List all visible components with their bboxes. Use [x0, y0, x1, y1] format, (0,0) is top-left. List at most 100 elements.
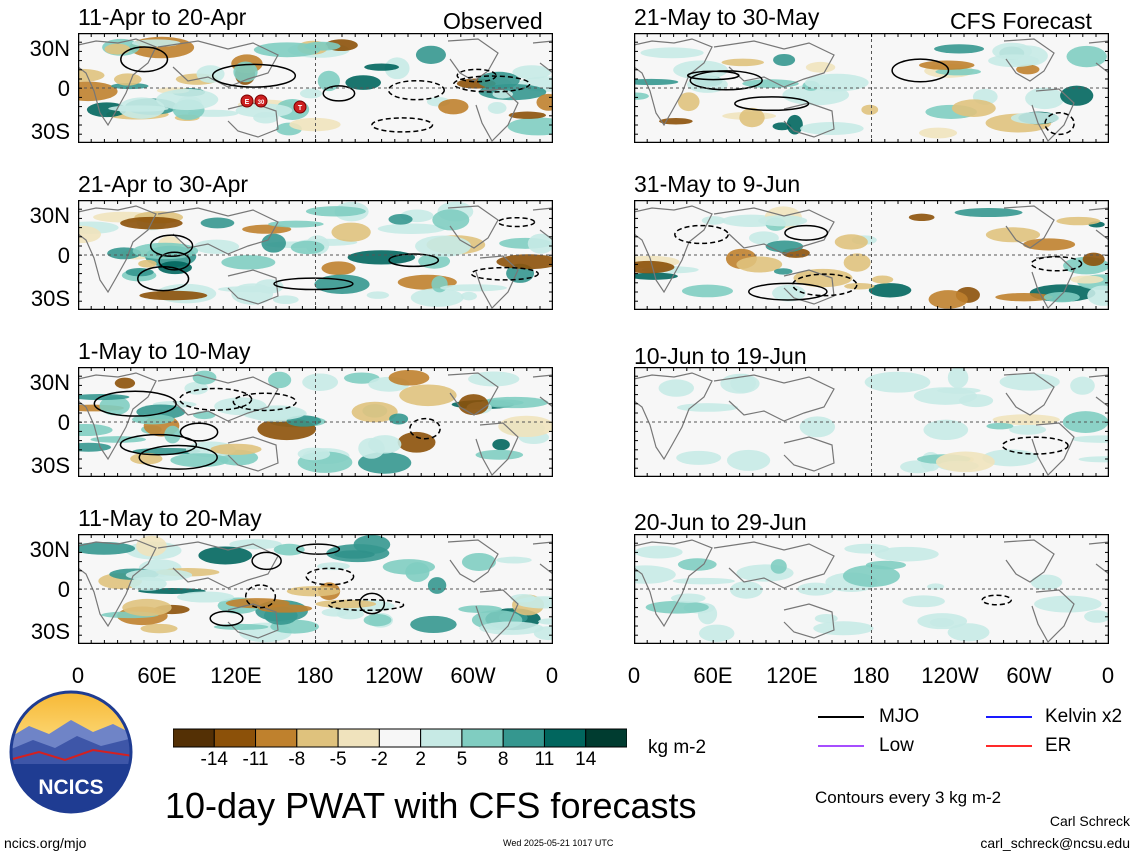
coastline	[634, 539, 713, 628]
pwat-anomaly-patch	[299, 88, 322, 99]
legend-line-mjo	[818, 716, 864, 718]
mjo-contour	[784, 224, 829, 241]
pwat-anomaly-patch	[527, 233, 553, 254]
pwat-anomaly-patch	[672, 577, 735, 585]
pwat-anomaly-patch	[1030, 574, 1063, 590]
pwat-anomaly-patch	[344, 372, 380, 384]
pwat-anomaly-patch	[198, 546, 253, 565]
pwat-anomaly-patch	[515, 596, 553, 609]
pwat-anomaly-patch	[389, 413, 409, 425]
coastline	[78, 539, 157, 628]
map-frame	[78, 33, 553, 143]
pwat-anomaly-patch	[273, 543, 305, 556]
storm-markers: E 30 T	[240, 94, 307, 114]
pwat-anomaly-patch	[481, 396, 549, 409]
ncics-logo-text: NCICS	[38, 776, 103, 799]
lat-label-30n-obs-2: 30N	[29, 203, 70, 228]
main-title: 10-day PWAT with CFS forecasts	[165, 785, 697, 826]
coastline	[532, 40, 553, 74]
pwat-anomaly-patch	[235, 103, 293, 118]
pwat-anomaly-patch	[1016, 64, 1040, 75]
pwat-anomaly-patch	[458, 605, 503, 613]
pwat-anomaly-patch	[1060, 85, 1094, 106]
pwat-anomaly-patch	[364, 63, 399, 71]
map-panel-obs-4	[78, 534, 553, 644]
pwat-anomaly-patch	[290, 240, 325, 255]
coastline	[475, 589, 519, 643]
colorbar-tick-label: 8	[497, 749, 509, 770]
storm-marker-e: E	[240, 94, 254, 108]
panel-title-obs-2: 21-Apr to 30-Apr	[78, 171, 249, 197]
pwat-anomaly-patch	[805, 61, 836, 73]
pwat-anomaly-patch	[1066, 45, 1107, 68]
pwat-anomaly-patch	[479, 621, 544, 635]
footer-url[interactable]: ncics.org/mjo	[4, 835, 87, 851]
pwat-anomaly-patch	[995, 292, 1053, 302]
coastline	[78, 205, 157, 294]
mjo-contour	[179, 422, 219, 442]
lat-label-30s-obs-4: 30S	[30, 619, 70, 644]
pwat-anomaly-patch	[676, 450, 722, 465]
coastline	[1003, 372, 1055, 416]
colorbar-swatch	[337, 728, 380, 748]
pwat-anomaly-patch	[78, 81, 118, 102]
mjo-contour	[497, 216, 536, 228]
pwat-anomaly-patch	[908, 213, 935, 222]
storm-marker-t: T	[293, 100, 307, 114]
pwat-anomaly-patch	[634, 545, 683, 559]
colorbar-tick-label: -8	[288, 749, 306, 770]
map-panel-obs-3	[78, 367, 553, 477]
pwat-anomaly-patch	[536, 93, 553, 111]
mjo-contour	[158, 251, 191, 271]
pwat-anomaly-patch	[982, 449, 1038, 467]
pwat-anomaly-patch	[377, 223, 446, 235]
mjo-contour	[371, 117, 434, 133]
colorbar-swatch	[543, 728, 587, 748]
pwat-anomaly-patch	[874, 546, 939, 562]
lat-label-30s-obs-1: 30S	[30, 119, 70, 144]
legend-label-mjo: MJO	[879, 706, 920, 727]
mjo-contour	[179, 387, 253, 411]
coastline	[78, 372, 157, 461]
pwat-anomaly-patch	[677, 92, 700, 112]
pwat-anomaly-patch	[366, 291, 390, 299]
coastline	[1088, 374, 1109, 408]
pwat-anomaly-patch	[533, 626, 553, 641]
pwat-anomaly-patch	[460, 291, 477, 301]
pwat-anomaly-patch	[773, 53, 796, 66]
legend-line-kelvin	[986, 716, 1032, 718]
coastline	[157, 541, 279, 589]
pwat-anomaly-patch	[786, 114, 803, 135]
pwat-anomaly-patch	[487, 102, 507, 114]
pwat-anomaly-patch	[1078, 456, 1109, 463]
panel-title-obs-1: 11-Apr to 20-Apr	[78, 4, 247, 30]
pwat-anomaly-patch	[843, 253, 871, 272]
pwat-anomaly-patch	[508, 111, 547, 119]
pwat-anomaly-patch	[799, 416, 836, 438]
pwat-anomaly-patch	[928, 290, 968, 309]
pwat-anomaly-patch	[200, 217, 235, 229]
legend-line-er	[986, 745, 1032, 747]
pwat-anomaly-patch	[677, 558, 717, 571]
mjo-contour	[305, 567, 355, 586]
pwat-anomaly-patch	[139, 290, 208, 301]
pwat-anomaly-patch	[397, 431, 436, 453]
pwat-anomaly-patch	[748, 231, 779, 245]
pwat-anomaly-patch	[242, 224, 292, 234]
colorbar-tick-label: -2	[370, 749, 388, 770]
lon-label-fc-180: 180	[852, 663, 890, 688]
pwat-anomaly-patch	[336, 609, 364, 620]
footer-email[interactable]: carl_schreck@ncsu.edu	[980, 835, 1130, 851]
pwat-anomaly-patch	[233, 61, 258, 83]
pwat-anomaly-patch	[1010, 112, 1060, 124]
legend-line-low	[818, 745, 864, 747]
coastline	[1088, 541, 1109, 575]
footer-author: Carl Schreck	[1049, 813, 1130, 829]
coastline	[783, 603, 835, 639]
pwat-anomaly-patch	[670, 593, 706, 603]
mjo-contour	[1044, 112, 1075, 136]
map-frame	[78, 367, 553, 477]
pwat-anomaly-patch	[986, 422, 1014, 430]
pwat-anomaly-patch	[461, 552, 496, 571]
pwat-anomaly-patch	[951, 99, 996, 117]
